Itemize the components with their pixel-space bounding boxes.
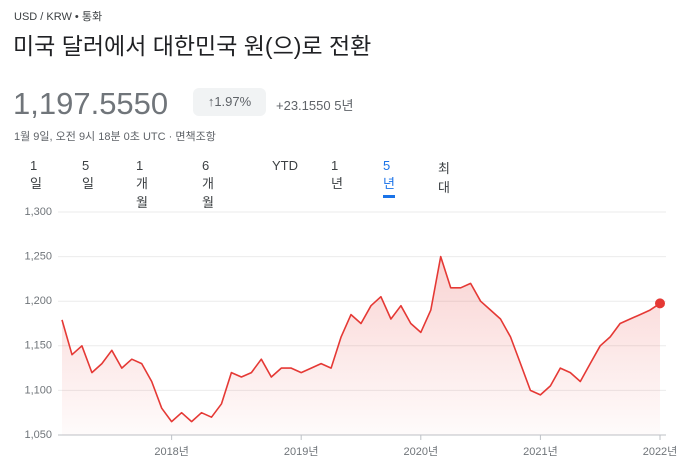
- x-tick-label: 2018년: [154, 445, 189, 458]
- y-tick-label: 1,300: [24, 206, 52, 218]
- title: 미국 달러에서 대한민국 원(으)로 전환: [13, 33, 372, 59]
- timestamp: 1월 9일, 오전 9시 18분 0초 UTC · 면책조항: [14, 131, 216, 143]
- y-tick-label: 1,050: [24, 429, 52, 441]
- tab[interactable]: 1일: [30, 158, 42, 191]
- tab[interactable]: 1개월: [136, 158, 148, 210]
- tab[interactable]: 1년: [331, 158, 343, 191]
- tab[interactable]: 5년: [383, 158, 395, 198]
- tab[interactable]: 6개월: [202, 158, 214, 210]
- price: 1,197.5550: [13, 86, 169, 121]
- x-tick-label: 2021년: [523, 445, 558, 458]
- period: 5년: [334, 98, 354, 113]
- y-tick-label: 1,100: [24, 384, 52, 396]
- breadcrumb: USD / KRW • 통화: [14, 11, 103, 23]
- pair: USD / KRW: [14, 11, 72, 23]
- time: 1월 9일, 오전 9시 18분 0초 UTC: [14, 131, 166, 143]
- tab[interactable]: YTD: [272, 158, 298, 173]
- y-tick-label: 1,150: [24, 340, 52, 352]
- x-tick-label: 2020년: [404, 445, 439, 458]
- tab[interactable]: 5일: [82, 158, 94, 191]
- area-fill: [62, 256, 660, 435]
- price-line: [61, 255, 661, 423]
- kind: 통화: [81, 11, 103, 23]
- y-tick-label: 1,200: [24, 295, 52, 307]
- disclaimer[interactable]: 면책조항: [175, 131, 216, 143]
- last-point: [655, 298, 665, 309]
- change: +23.1550 5년: [276, 95, 353, 114]
- change-value: +23.1550: [276, 98, 331, 113]
- x-tick-label: 2019년: [284, 445, 319, 458]
- tab[interactable]: 최대: [438, 161, 450, 195]
- x-tick-label: 2022년: [643, 445, 678, 458]
- y-tick-label: 1,250: [24, 251, 52, 263]
- change-percent: ↑1.97%: [193, 88, 266, 116]
